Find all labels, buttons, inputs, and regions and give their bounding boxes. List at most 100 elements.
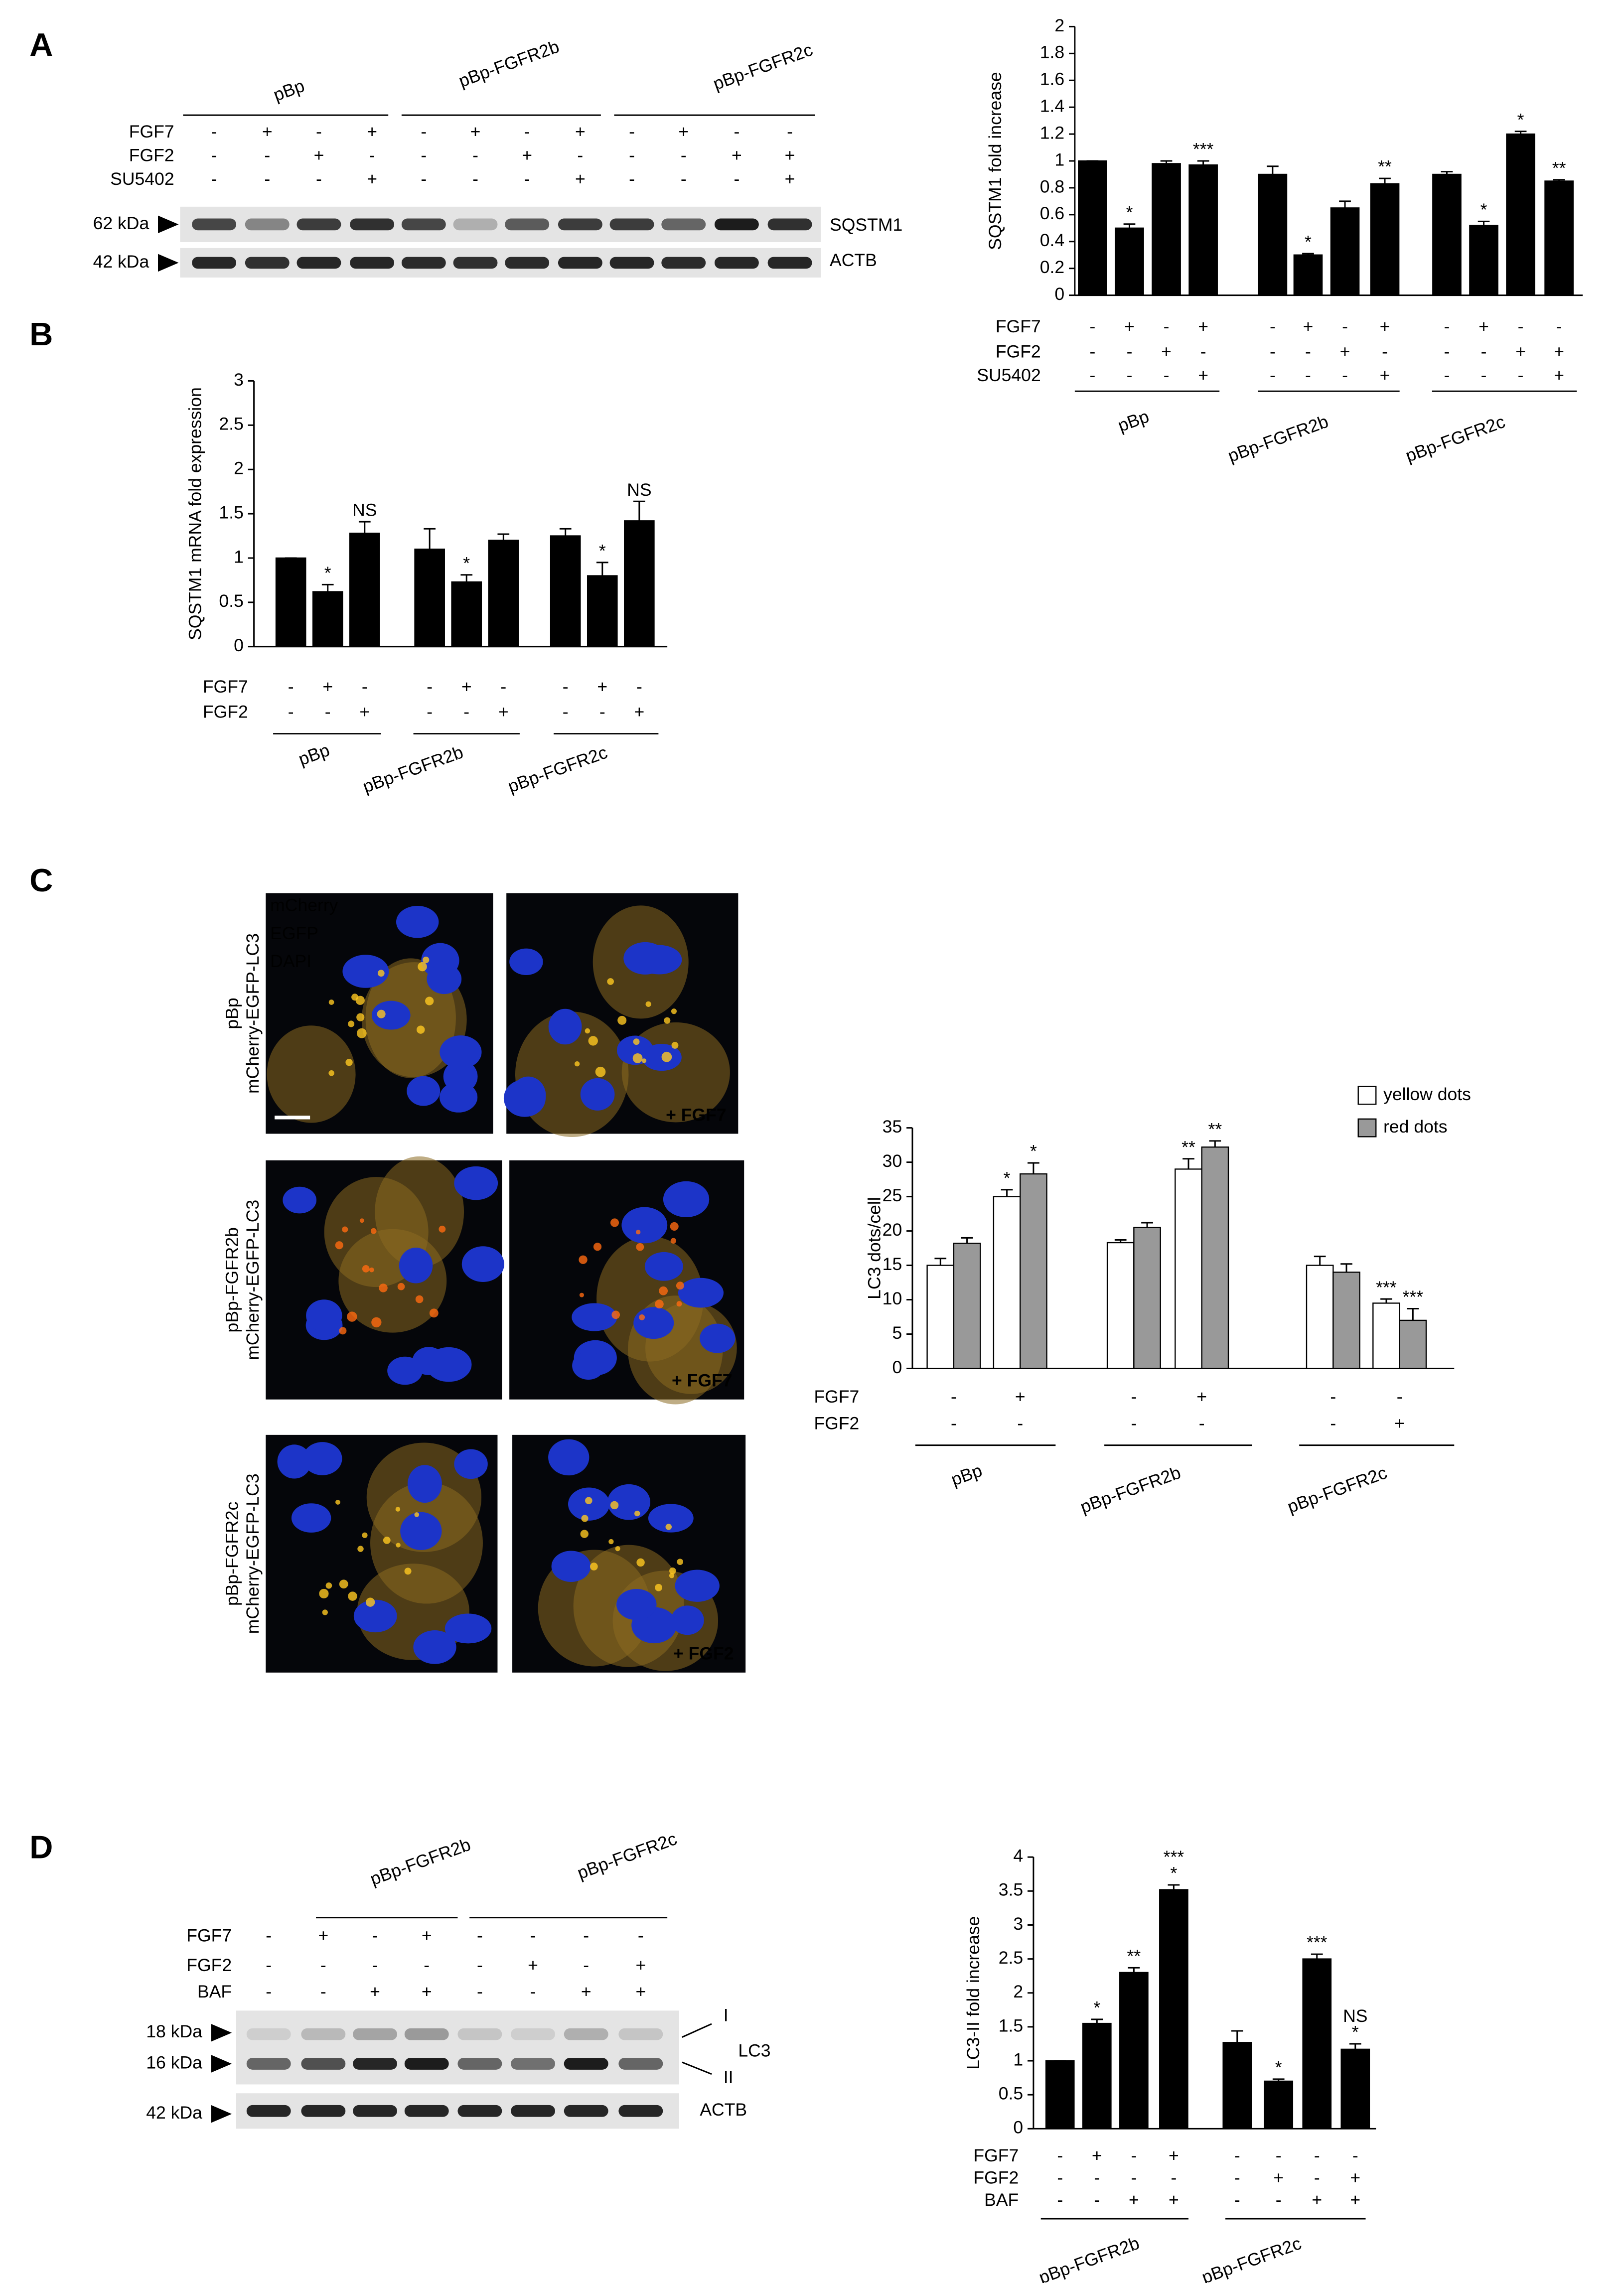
blot-band (505, 257, 550, 269)
y-tick-label: 1.8 (1040, 42, 1064, 62)
condition-sign: - (1314, 2167, 1320, 2187)
puncta (362, 1265, 370, 1273)
puncta (377, 970, 385, 977)
nucleus (306, 1299, 342, 1332)
blot-band (245, 257, 290, 269)
nucleus (396, 906, 439, 938)
error-bar (321, 583, 334, 592)
blot-band (457, 2058, 502, 2070)
condition-sign: - (1270, 316, 1276, 336)
significance-label: *** (1193, 140, 1214, 159)
bar (1399, 1319, 1427, 1369)
condition-sign: - (421, 145, 427, 165)
bar (993, 1196, 1021, 1369)
condition-sign: + (1198, 316, 1208, 336)
blot-band (767, 257, 812, 269)
error-bar (1340, 1263, 1352, 1273)
condition-sign: + (367, 169, 377, 189)
condition-sign: - (1131, 2145, 1137, 2165)
y-tick-label: 1.5 (999, 2015, 1023, 2035)
significance-label: NS (627, 480, 651, 500)
y-tick-label: 35 (883, 1117, 902, 1137)
blot-band (618, 2028, 663, 2040)
condition-sign: - (1518, 316, 1524, 336)
nucleus (444, 1613, 492, 1644)
puncta (585, 1028, 591, 1034)
y-tick-label: 20 (883, 1220, 902, 1240)
channel-label: DAPI (270, 951, 311, 971)
condition-sign: - (583, 1926, 589, 1946)
significance-label: * (1093, 1998, 1100, 2018)
puncta (345, 1058, 353, 1066)
nucleus (700, 1323, 736, 1353)
bar (414, 549, 445, 647)
bar (1544, 180, 1574, 296)
condition-sign: - (629, 169, 635, 189)
bar (1106, 1242, 1135, 1369)
puncta (617, 1015, 627, 1025)
condition-sign: - (1017, 1413, 1023, 1433)
condition-sign: - (1094, 2167, 1100, 2187)
nucleus (678, 1278, 724, 1308)
nucleus (663, 1181, 710, 1218)
y-tick-label: 0 (1054, 284, 1064, 304)
nucleus (399, 1247, 433, 1284)
y-tick-label: 1.2 (1040, 123, 1064, 143)
condition-sign: - (1131, 1387, 1137, 1407)
panel-letter: A (29, 26, 53, 63)
error-bar (1128, 1967, 1140, 1973)
puncta (639, 1314, 645, 1320)
blot-band (404, 2105, 449, 2117)
bar (926, 1265, 955, 1369)
micrograph (512, 1434, 746, 1673)
significance-label: ** (1552, 158, 1566, 178)
puncta (669, 1573, 675, 1578)
nucleus (510, 1076, 546, 1115)
puncta (359, 1218, 364, 1223)
condition-name: FGF7 (203, 677, 248, 697)
puncta (610, 1501, 619, 1510)
error-bar (1123, 223, 1136, 228)
condition-sign: - (1481, 365, 1487, 385)
y-tick-label: 1.4 (1040, 96, 1064, 116)
condition-sign: - (1089, 342, 1095, 362)
puncta (634, 1510, 640, 1517)
bar (1222, 2042, 1252, 2130)
nucleus (400, 1512, 442, 1550)
puncta (371, 1317, 382, 1328)
condition-sign: - (211, 169, 217, 189)
group-label: pBp-FGFR2b (1077, 1462, 1183, 1517)
puncta (611, 1310, 620, 1319)
group-label: pBp-FGFR2c (505, 742, 610, 797)
puncta (369, 1267, 374, 1273)
condition-sign: + (370, 1982, 380, 2001)
puncta (379, 1284, 388, 1292)
puncta (335, 1241, 343, 1250)
condition-sign: - (421, 122, 427, 142)
puncta (635, 1230, 641, 1235)
blot-band (245, 218, 290, 231)
channel-label: mCherry (270, 895, 338, 915)
group-label: pBp (296, 740, 332, 769)
size-marker: 42 kDa (93, 252, 149, 272)
nucleus (548, 1439, 590, 1476)
nucleus (407, 1465, 442, 1503)
condition-sign: - (563, 677, 569, 697)
blot-band (192, 218, 237, 231)
condition-sign: - (427, 702, 433, 721)
condition-sign: - (1127, 342, 1133, 362)
y-tick-label: 0 (1013, 2118, 1023, 2138)
condition-sign: - (1382, 342, 1388, 362)
blot-band (714, 218, 759, 231)
puncta (347, 1311, 357, 1322)
size-marker: 42 kDa (146, 2103, 202, 2123)
error-bar (1349, 2043, 1361, 2049)
condition-sign: - (211, 122, 217, 142)
blot-band (558, 218, 602, 231)
error-bar (1311, 1953, 1323, 1959)
condition-sign: + (1380, 316, 1390, 336)
nucleus (648, 1504, 694, 1533)
nucleus (439, 1082, 478, 1113)
condition-sign: - (369, 145, 375, 165)
puncta (615, 1546, 620, 1552)
